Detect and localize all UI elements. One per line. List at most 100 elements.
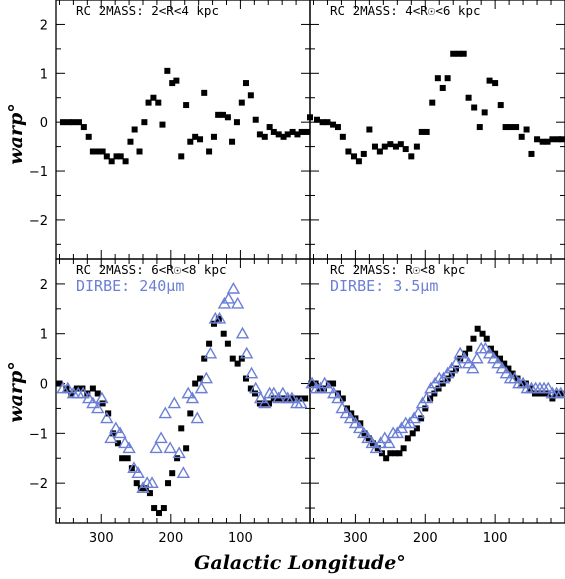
data-point-square [444, 375, 451, 382]
data-point-square [558, 136, 565, 143]
data-point-square [501, 360, 508, 367]
data-point-square [151, 505, 158, 512]
data-point-triangle [61, 381, 75, 394]
data-point-triangle [199, 371, 214, 384]
data-point-square [351, 153, 358, 160]
data-point-square [505, 365, 512, 372]
data-point-square [270, 128, 277, 135]
data-point-square [242, 80, 249, 87]
data-point-square [369, 440, 376, 447]
panel-subtitle: DIRBE: 240μm [76, 277, 184, 295]
data-point-triangle [158, 406, 172, 419]
data-point-square [302, 395, 309, 402]
data-point-square [183, 445, 190, 452]
data-point-square [413, 425, 420, 432]
y-tick-label: 2 [40, 278, 48, 293]
data-point-square [75, 119, 82, 126]
data-point-square [518, 133, 525, 140]
data-point-square [429, 99, 436, 106]
data-point-square [448, 370, 455, 377]
data-point-triangle [131, 466, 145, 479]
data-point-square [392, 450, 399, 457]
chart-panel-1: 2 1 0 −1 −2 RC 2MASS: 2<R<4 kpc [29, 0, 311, 260]
data-point-square [402, 146, 409, 153]
data-point-square [492, 350, 499, 357]
data-point-square [450, 50, 457, 57]
data-point-square [238, 99, 245, 106]
data-point-square [471, 104, 478, 111]
data-point-square [444, 75, 451, 82]
data-point-square [381, 143, 388, 150]
data-point-square [536, 390, 543, 397]
data-point-square [94, 390, 101, 397]
panels-group: 2 1 0 −1 −2 RC 2MASS: 2<R<4 kpc RC 2MASS: 4<R☉… [29, 0, 565, 546]
data-point-square [383, 455, 390, 462]
data-point-square [261, 133, 268, 140]
data-point-triangle [221, 291, 236, 304]
y-tick-label: 0 [40, 116, 48, 131]
data-point-square [122, 158, 129, 165]
data-point-square [470, 335, 477, 342]
data-point-square [422, 405, 429, 412]
data-point-square [479, 330, 486, 337]
data-point-triangle [127, 461, 141, 474]
data-point-triangle [276, 386, 290, 399]
data-point-square [220, 111, 227, 118]
data-point-square [492, 80, 499, 87]
data-point-triangle [482, 346, 497, 359]
data-point-square [557, 390, 564, 397]
data-point-square [105, 410, 112, 417]
data-point-square [540, 390, 547, 397]
data-point-triangle [122, 441, 136, 454]
data-point-square [110, 430, 117, 437]
data-point-square [99, 400, 106, 407]
chart-panel-3: 2 1 0 −1 −2 300 200 100 RC 2MASS: 6<R☉<8 kpcDIRB… [29, 258, 311, 546]
x-tick-label: 200 [413, 531, 438, 546]
data-point-square [544, 390, 551, 397]
data-point-square [242, 375, 249, 382]
data-point-square [187, 138, 194, 145]
data-point-square [173, 77, 180, 84]
data-point-triangle [352, 421, 367, 434]
series-rc2mass [59, 67, 310, 165]
data-point-triangle [267, 386, 281, 399]
data-point-triangle [382, 436, 396, 449]
data-point-square [408, 153, 415, 160]
y-tick-label: −1 [29, 165, 48, 180]
data-point-square [392, 143, 399, 150]
data-point-triangle [357, 426, 371, 439]
data-point-square [457, 355, 464, 362]
data-point-square [413, 143, 420, 150]
data-point-triangle [185, 391, 200, 404]
data-point-square [68, 390, 75, 397]
data-point-square [234, 360, 241, 367]
x-axis-title: Galactic Longitude° [194, 552, 406, 574]
data-point-triangle [339, 406, 354, 419]
data-point-square [178, 425, 185, 432]
data-point-square [476, 124, 483, 131]
data-point-triangle [361, 431, 375, 444]
data-point-square [360, 150, 367, 157]
data-point-square [396, 450, 403, 457]
data-point-square [284, 131, 291, 138]
data-point-square [284, 395, 291, 402]
data-point-square [502, 124, 509, 131]
x-tick-label: 100 [483, 531, 508, 546]
data-point-square [56, 380, 63, 387]
data-point-square [128, 465, 135, 472]
data-point-square [136, 148, 143, 155]
data-point-triangle [113, 426, 127, 439]
data-point-square [84, 390, 91, 397]
data-point-triangle [466, 361, 480, 374]
data-point-square [513, 124, 520, 131]
data-point-square [274, 395, 281, 402]
data-point-square [146, 490, 153, 497]
data-point-triangle [419, 391, 434, 404]
data-point-square [404, 435, 411, 442]
data-point-square [59, 119, 66, 126]
data-point-square [150, 94, 157, 101]
data-point-square [418, 128, 425, 135]
x-tick-label: 100 [228, 531, 253, 546]
data-point-square [423, 128, 430, 135]
